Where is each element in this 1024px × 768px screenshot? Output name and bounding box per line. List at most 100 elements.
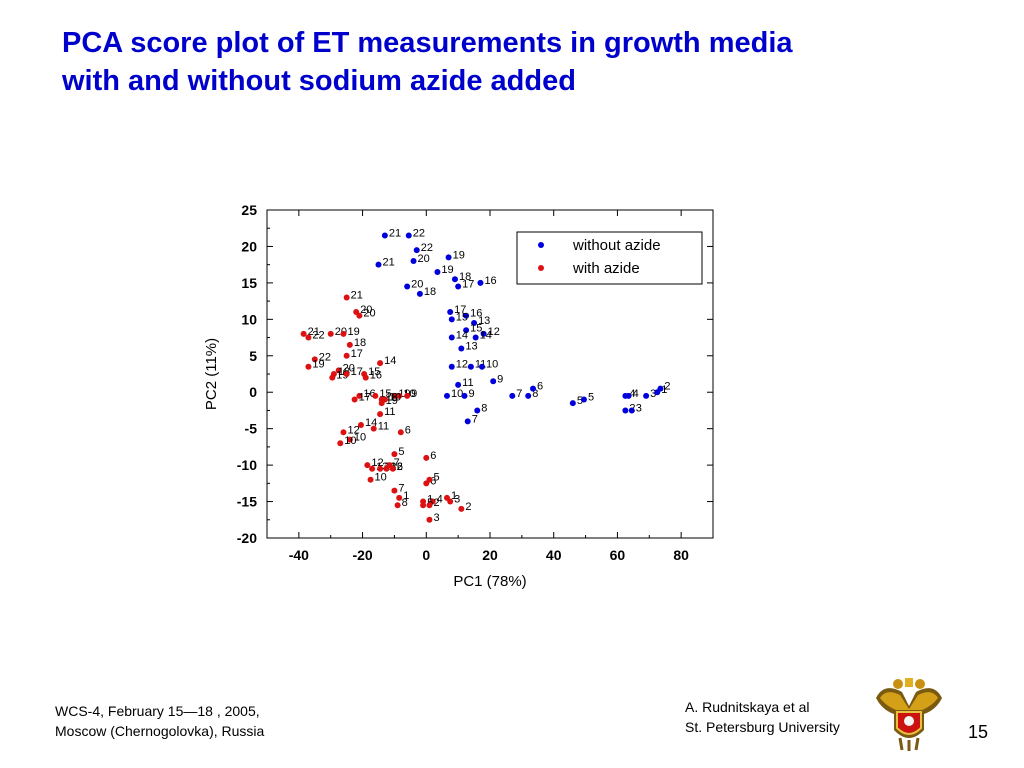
data-point [580,396,587,403]
data-point [377,360,384,367]
slide-title-line-2: with and without sodium azide added [62,65,576,97]
legend-marker [538,242,544,248]
point-label: 15 [368,366,380,378]
data-point [378,400,385,407]
point-label: 6 [537,381,543,393]
data-point [367,476,374,483]
point-label: 1 [661,384,667,396]
data-point [327,330,334,337]
point-label: 19 [312,359,324,371]
point-label: 15 [470,322,482,334]
data-point [657,385,664,392]
y-tick-label: -5 [245,421,258,437]
data-point [625,392,632,399]
point-label: 6 [430,475,436,487]
data-point [330,371,337,377]
point-label: 1 [427,494,433,506]
point-label: 20 [363,308,375,320]
legend-entry: without azide [572,237,661,254]
point-label: 6 [430,450,436,462]
point-label: 9 [469,388,475,400]
conference-info: WCS-4, February 15—18 , 2005, Moscow (Ch… [55,701,264,741]
data-point [343,352,350,359]
point-label: 20 [418,253,430,265]
y-tick-label: 0 [249,384,257,400]
point-label: 3 [433,512,439,524]
data-point [356,392,363,399]
point-label: 19 [386,395,398,407]
point-label: 1 [451,490,457,502]
point-label: 21 [389,228,401,240]
data-point [464,418,471,425]
data-point [416,290,423,297]
point-label: 17 [462,279,474,291]
data-point [343,371,350,377]
point-label: 3 [650,388,656,400]
data-point [509,392,516,399]
point-label: 3 [636,402,642,414]
point-label: 2 [433,497,439,509]
point-label: 7 [394,457,400,469]
page-number: 15 [968,722,989,742]
point-label: 1 [403,490,409,502]
y-tick-label: 10 [241,311,257,327]
data-point [480,330,487,337]
point-label: 6 [405,424,411,436]
point-label: 14 [384,355,396,367]
y-tick-label: 25 [241,202,257,218]
data-point [471,319,478,326]
slide-title: PCA score plot of ET measurements in gro… [62,24,982,100]
point-label: 10 [344,435,356,447]
point-label: 16 [470,308,482,320]
point-label: 17 [351,366,363,378]
data-point [445,254,452,261]
data-point [458,345,465,352]
point-label: 12 [488,326,500,338]
point-label: 18 [459,271,471,283]
point-label: 5 [588,392,594,404]
x-tick-label: 60 [610,547,626,563]
data-point [461,392,468,399]
data-point [391,451,398,458]
point-label: 8 [402,497,408,509]
data-point [362,374,369,381]
data-point [472,334,479,341]
data-point [311,356,318,363]
point-label: 15 [456,311,468,323]
point-label: 11 [378,421,389,433]
data-point [622,407,629,414]
data-point [447,309,454,316]
x-tick-label: 80 [673,547,689,563]
author-line-1: A. Rudnitskaya et al [685,699,810,715]
y-tick-label: 20 [241,238,257,254]
data-point [463,312,470,319]
point-label: 9 [411,388,417,400]
point-label: 12 [456,359,468,371]
data-point [300,330,307,337]
university-coat-of-arms-icon [876,678,942,751]
data-point [346,341,353,348]
point-label: 3 [454,494,460,506]
x-tick-label: -40 [289,547,309,563]
data-point [351,396,358,403]
point-label: 10 [375,472,387,484]
point-label: 17 [359,392,371,404]
data-point [397,429,404,436]
legend-marker [538,265,544,271]
point-label: 11 [462,377,473,389]
x-tick-label: -20 [352,547,372,563]
data-point [340,429,347,436]
data-point [426,476,433,483]
data-point [396,392,403,399]
point-label: 21 [308,326,320,338]
data-point [479,363,486,370]
data-point [346,436,353,443]
point-label: 8 [481,402,487,414]
data-point [477,279,484,286]
point-label: 17 [454,304,466,316]
point-label: 19 [347,326,359,338]
data-point [370,425,377,432]
data-point [643,392,650,399]
data-point [628,407,635,414]
